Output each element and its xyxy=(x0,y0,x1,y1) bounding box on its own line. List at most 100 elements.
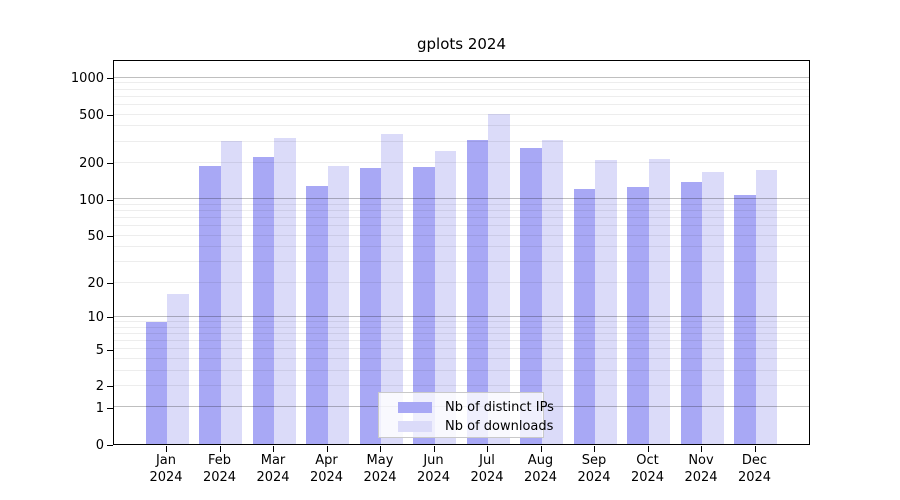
y-tick-label-2: 2 xyxy=(95,379,104,395)
bar-distinct-ips-mar xyxy=(252,157,274,444)
gridline-9 xyxy=(114,321,809,322)
legend-swatch-downloads xyxy=(398,421,432,432)
y-tick-1 xyxy=(107,407,113,409)
x-tick-year: 2024 xyxy=(630,470,665,485)
gridline-8 xyxy=(114,326,809,328)
gridline-2 xyxy=(114,384,809,386)
gridline-80 xyxy=(114,210,809,212)
x-tick-year: 2024 xyxy=(149,470,183,485)
gridline-5 xyxy=(114,348,809,349)
gridline-800 xyxy=(114,88,809,90)
x-tick-label-nov: Nov 2024 xyxy=(673,452,729,486)
y-tick-2 xyxy=(107,386,113,388)
x-tick-label-may: May 2024 xyxy=(352,452,408,486)
x-tick-year: 2024 xyxy=(256,470,290,485)
x-tick-apr xyxy=(326,446,328,452)
legend-swatch-distinct-ips xyxy=(398,402,432,413)
x-tick-year: 2024 xyxy=(684,470,718,485)
bar-distinct-ips-feb xyxy=(199,165,221,444)
bar-downloads-jan xyxy=(167,293,189,444)
y-tick-label-0: 0 xyxy=(95,437,104,453)
x-tick-month: Sep xyxy=(581,453,607,468)
x-tick-mar xyxy=(273,446,274,452)
gridline-30 xyxy=(114,261,809,262)
y-tick-100 xyxy=(107,199,113,201)
chart-title: gplots 2024 xyxy=(416,35,507,53)
x-tick-month: Mar xyxy=(260,453,286,468)
bar-distinct-ips-apr xyxy=(306,185,328,444)
x-tick-oct xyxy=(647,446,649,452)
bar-distinct-ips-jan xyxy=(145,322,167,444)
gridline-600 xyxy=(114,103,809,105)
y-tick-10 xyxy=(107,317,113,319)
legend-label-distinct-ips: Nb of distinct IPs xyxy=(445,400,554,415)
x-tick-jun xyxy=(433,446,435,452)
bar-downloads-aug xyxy=(541,139,563,444)
x-tick-sep xyxy=(594,446,595,452)
y-tick-200 xyxy=(107,163,113,165)
gridline-300 xyxy=(114,140,809,142)
x-tick-year: 2024 xyxy=(202,470,237,485)
gridline-7 xyxy=(114,332,809,334)
bar-distinct-ips-nov xyxy=(680,181,702,444)
y-tick-5 xyxy=(107,349,113,351)
x-tick-label-jul: Jul 2024 xyxy=(459,452,515,486)
bar-downloads-sep xyxy=(595,159,617,444)
x-tick-month: Aug xyxy=(527,453,554,468)
bar-downloads-jul xyxy=(488,113,510,444)
gridline-200 xyxy=(114,161,809,163)
gridline-100 xyxy=(114,198,809,200)
bar-distinct-ips-sep xyxy=(573,189,595,444)
x-tick-nov xyxy=(701,446,702,452)
y-tick-label-1000: 1000 xyxy=(70,71,104,87)
legend-item-downloads: Nb of downloads xyxy=(398,417,553,436)
gridline-60 xyxy=(114,225,809,227)
x-tick-year: 2024 xyxy=(523,470,558,485)
bar-distinct-ips-dec xyxy=(734,195,756,444)
bar-distinct-ips-jul xyxy=(466,139,488,444)
y-tick-label-50: 50 xyxy=(87,229,104,245)
bar-distinct-ips-aug xyxy=(520,148,542,444)
gridline-40 xyxy=(114,246,809,248)
bar-downloads-dec xyxy=(755,170,777,444)
gridline-900 xyxy=(114,82,809,84)
x-tick-month: Oct xyxy=(636,453,659,468)
x-tick-may xyxy=(380,446,381,452)
x-tick-month: Dec xyxy=(741,453,768,468)
y-tick-50 xyxy=(107,236,113,238)
bar-downloads-jun xyxy=(434,151,456,444)
x-tick-label-dec: Dec 2024 xyxy=(727,452,783,486)
x-tick-month: Apr xyxy=(315,453,338,468)
y-tick-20 xyxy=(107,283,113,285)
y-tick-500 xyxy=(107,115,113,116)
legend-item-distinct-ips: Nb of distinct IPs xyxy=(398,398,554,417)
bar-distinct-ips-jun xyxy=(413,166,435,444)
x-tick-month: Jan xyxy=(155,453,177,468)
x-tick-year: 2024 xyxy=(309,470,344,485)
x-tick-label-mar: Mar 2024 xyxy=(245,452,301,486)
x-tick-label-jan: Jan 2024 xyxy=(138,452,194,486)
gridline-20 xyxy=(114,281,809,283)
y-tick-label-10: 10 xyxy=(87,310,104,326)
gridline-700 xyxy=(114,95,809,97)
bar-downloads-mar xyxy=(274,137,296,444)
legend-label-downloads: Nb of downloads xyxy=(445,419,554,434)
plot-area xyxy=(113,60,810,445)
x-tick-label-sep: Sep 2024 xyxy=(566,452,622,486)
bar-downloads-nov xyxy=(702,171,724,444)
y-tick-label-200: 200 xyxy=(79,156,104,172)
x-tick-feb xyxy=(219,446,221,452)
gridline-10 xyxy=(114,315,809,317)
bar-downloads-may xyxy=(381,133,403,444)
gridline-500 xyxy=(114,113,809,115)
x-tick-month: Nov xyxy=(688,453,714,468)
gridline-400 xyxy=(114,125,809,127)
y-tick-label-500: 500 xyxy=(79,108,104,123)
gridline-3 xyxy=(114,369,809,371)
x-tick-label-apr: Apr 2024 xyxy=(299,452,355,486)
gridline-6 xyxy=(114,339,809,341)
x-tick-year: 2024 xyxy=(363,470,397,485)
y-tick-label-20: 20 xyxy=(87,276,104,292)
gridline-1000 xyxy=(114,76,809,78)
